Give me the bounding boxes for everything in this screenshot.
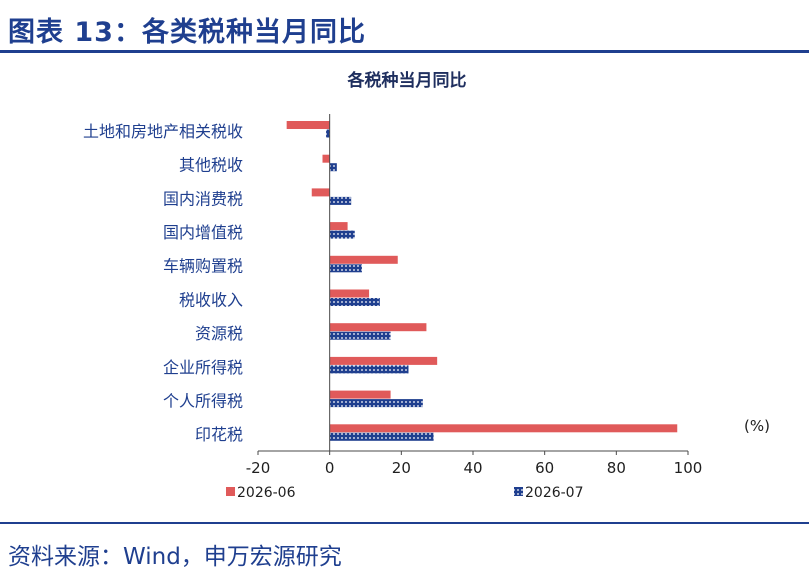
bar-2026-06	[329, 390, 391, 399]
category-label: 国内消费税	[163, 189, 243, 208]
title-divider	[0, 50, 809, 53]
chart-title: 各税种当月同比	[347, 70, 467, 91]
x-tick-label: 0	[325, 459, 335, 477]
bar-2026-06	[329, 424, 678, 433]
category-labels: 土地和房地产相关税收其他税收国内消费税国内增值税车辆购置税税收收入资源税企业所得…	[83, 122, 243, 444]
bar-2026-07	[329, 230, 355, 239]
legend-label: 2026-06	[237, 485, 296, 501]
unit-label: (%)	[744, 417, 770, 435]
bar-2026-07	[329, 432, 434, 441]
x-tick-label: 60	[535, 459, 554, 477]
category-label: 个人所得税	[163, 391, 243, 410]
x-tick-label: 40	[463, 459, 482, 477]
legend-swatch	[514, 487, 523, 496]
x-tick-label: -20	[246, 459, 271, 477]
category-label: 国内增值税	[163, 223, 243, 242]
x-axis: -20 0 20 40 60 80 100	[246, 114, 703, 477]
bar-2026-06	[311, 188, 330, 197]
x-tick-label: 80	[607, 459, 626, 477]
bar-2026-06	[286, 121, 330, 129]
legend: 2026-06 2026-07	[226, 485, 584, 501]
bar-2026-06	[329, 323, 427, 332]
figure-title: 图表 13：各类税种当月同比	[8, 17, 366, 48]
chart: 各税种当月同比 土地和房地产相关税收其他税收国内消费税国内增值税车辆购置税税收收…	[83, 70, 770, 501]
bar-2026-07	[329, 365, 409, 374]
x-tick-label: 20	[392, 459, 411, 477]
bar-2026-06	[329, 255, 398, 264]
bar-2026-06	[329, 222, 348, 231]
category-label: 企业所得税	[163, 358, 243, 377]
bar-2026-07	[329, 298, 380, 306]
bar-2026-07	[329, 163, 337, 172]
category-label: 资源税	[195, 324, 243, 343]
footer-divider	[0, 522, 809, 524]
bar-2026-07	[329, 196, 352, 205]
legend-swatch	[226, 487, 235, 496]
bar-2026-07	[326, 129, 330, 138]
bar-2026-07	[329, 331, 391, 340]
bar-2026-06	[329, 289, 370, 298]
x-tick-label: 100	[674, 459, 703, 477]
source-note: 资料来源：Wind，申万宏源研究	[8, 544, 342, 570]
bar-2026-06	[329, 356, 438, 365]
category-label: 印花税	[195, 425, 243, 444]
bar-2026-07	[329, 264, 362, 273]
bars	[286, 121, 678, 441]
category-label: 税收收入	[179, 290, 243, 309]
legend-label: 2026-07	[525, 485, 584, 501]
bar-2026-06	[322, 154, 330, 163]
bar-2026-07	[329, 399, 423, 408]
category-label: 其他税收	[179, 156, 243, 175]
category-label: 土地和房地产相关税收	[83, 122, 243, 141]
category-label: 车辆购置税	[163, 257, 243, 276]
